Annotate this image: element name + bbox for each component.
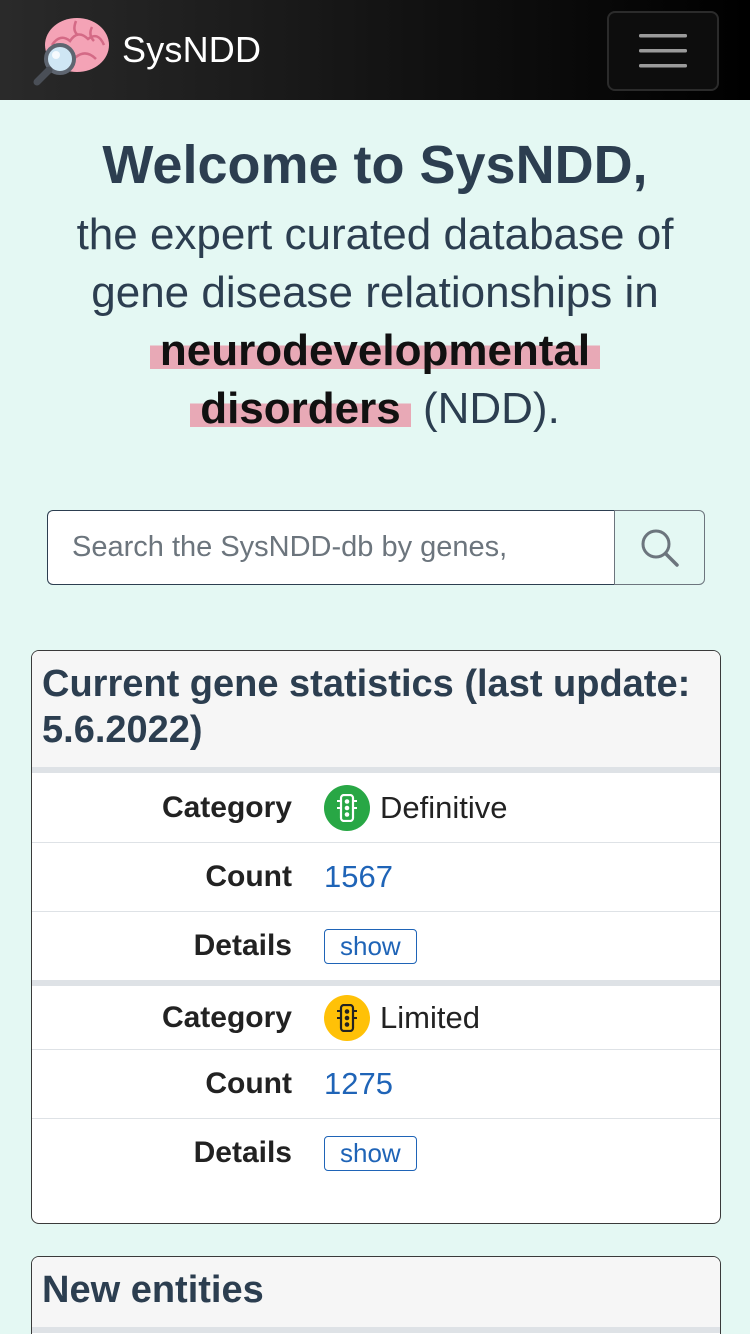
table-row-count-limited: Count 1275 <box>32 1049 720 1118</box>
count-value-wrap: 1567 <box>324 859 393 895</box>
table-row-category-limited: Category Limited <box>32 980 720 1049</box>
count-label: Count <box>205 860 292 893</box>
hero-subtitle-suffix: (NDD). <box>422 384 560 433</box>
category-label: Category <box>161 1000 292 1034</box>
count-link-limited[interactable]: 1275 <box>324 1066 393 1101</box>
category-value: Definitive <box>324 784 508 831</box>
highlight-disorders: disorders <box>190 384 411 433</box>
count-link-definitive[interactable]: 1567 <box>324 859 393 894</box>
limited-badge <box>324 994 370 1041</box>
brand-name: SysNDD <box>122 29 262 70</box>
table-row-count-definitive: Count 1567 <box>32 842 720 911</box>
table-row-details-limited: Details show <box>32 1118 720 1187</box>
show-details-button-limited[interactable]: show <box>324 1135 417 1171</box>
show-details-button-definitive[interactable]: show <box>324 928 417 964</box>
highlight-neurodevelopmental: neurodevelopmental <box>149 326 601 375</box>
definitive-badge <box>324 784 370 831</box>
search-icon <box>641 529 679 567</box>
details-label: Details <box>193 929 292 962</box>
brain-magnifier-icon <box>33 18 109 86</box>
navbar: SysNDD <box>0 0 750 100</box>
category-value: Limited <box>324 994 480 1041</box>
category-label: Category <box>161 790 292 824</box>
search-bar <box>47 510 705 585</box>
gene-statistics-card: Current gene statistics (last update: 5.… <box>31 650 721 1224</box>
category-name: Definitive <box>380 789 508 825</box>
table-row-details-definitive: Details show <box>32 911 720 980</box>
hero: Welcome to SysNDD, the expert curated da… <box>0 100 750 438</box>
traffic-light-icon <box>337 793 357 822</box>
count-label: Count <box>205 1067 292 1100</box>
category-name: Limited <box>380 999 480 1035</box>
new-entities-card: New entities <box>31 1256 721 1334</box>
hero-subtitle: the expert curated database of gene dise… <box>45 206 705 438</box>
brand-link[interactable]: SysNDD <box>30 13 261 87</box>
traffic-light-icon <box>337 1003 357 1032</box>
page-title: Welcome to SysNDD, <box>102 135 648 195</box>
details-label: Details <box>193 1136 292 1169</box>
details-value-wrap: show <box>324 928 417 964</box>
search-button[interactable] <box>614 510 705 585</box>
details-value-wrap: show <box>324 1135 417 1171</box>
count-value-wrap: 1275 <box>324 1066 393 1102</box>
new-entities-header: New entities <box>32 1257 720 1333</box>
menu-toggle-button[interactable] <box>607 11 719 91</box>
hamburger-menu-icon <box>639 34 687 68</box>
table-row-category-definitive: Category Definitive <box>32 773 720 842</box>
hero-subtitle-text: the expert curated database of gene dise… <box>76 210 674 317</box>
search-input[interactable] <box>47 510 614 585</box>
gene-statistics-header: Current gene statistics (last update: 5.… <box>32 651 720 773</box>
